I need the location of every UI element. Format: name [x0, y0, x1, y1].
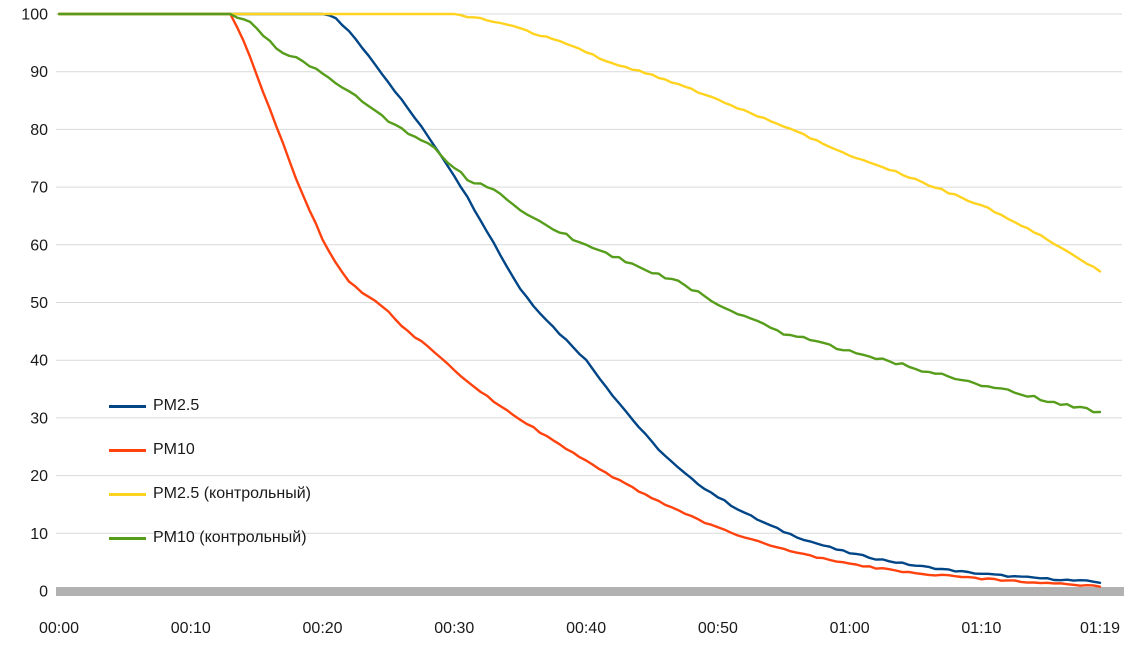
y-axis-tick-label: 50	[30, 295, 48, 312]
y-axis-tick-label: 60	[30, 237, 48, 254]
legend-label-pm25-control: PM2.5 (контрольный)	[153, 485, 311, 502]
legend-label-pm10-control: PM10 (контрольный)	[153, 529, 307, 546]
legend-label-pm25: PM2.5	[153, 397, 200, 414]
series-line-2	[57, 12, 1102, 588]
x-axis-tick-label: 00:00	[39, 620, 79, 637]
x-axis-tick-label: 00:30	[434, 620, 474, 637]
legend-item-pm10: PM10	[109, 441, 311, 459]
series-line-4	[57, 12, 1102, 414]
x-axis-tick-label: 00:40	[566, 620, 606, 637]
y-axis-tick-label: 80	[30, 122, 48, 139]
y-axis-tick-label: 90	[30, 64, 48, 81]
x-axis-bar	[56, 587, 1124, 596]
y-axis-tick-label: 0	[39, 584, 48, 601]
legend-swatch-pm25-icon	[109, 404, 146, 408]
y-axis-tick-label: 100	[21, 7, 48, 24]
legend-swatch-pm10-icon	[109, 448, 146, 452]
x-axis-tick-label: 00:20	[303, 620, 343, 637]
chart-legend: PM2.5 PM10 PM2.5 (контрольный) PM10 (кон…	[109, 397, 311, 573]
legend-swatch-pm25-control-icon	[109, 492, 146, 496]
legend-item-pm25: PM2.5	[109, 397, 311, 415]
y-axis-tick-label: 40	[30, 353, 48, 370]
y-axis-tick-label: 10	[30, 526, 48, 543]
y-axis-tick-label: 20	[30, 468, 48, 485]
legend-item-pm10-control: PM10 (контрольный)	[109, 529, 311, 547]
y-axis-tick-label: 70	[30, 180, 48, 197]
x-axis-tick-label: 01:10	[961, 620, 1001, 637]
legend-swatch-pm10-control-icon	[109, 536, 146, 540]
x-axis-tick-label: 01:00	[830, 620, 870, 637]
x-axis-tick-label: 00:10	[171, 620, 211, 637]
x-axis-tick-label: 00:50	[698, 620, 738, 637]
legend-label-pm10: PM10	[153, 441, 195, 458]
x-axis-tick-label: 01:19	[1080, 620, 1120, 637]
series-line-3	[57, 12, 1102, 273]
legend-item-pm25-control: PM2.5 (контрольный)	[109, 485, 311, 503]
y-axis-tick-label: 30	[30, 410, 48, 427]
